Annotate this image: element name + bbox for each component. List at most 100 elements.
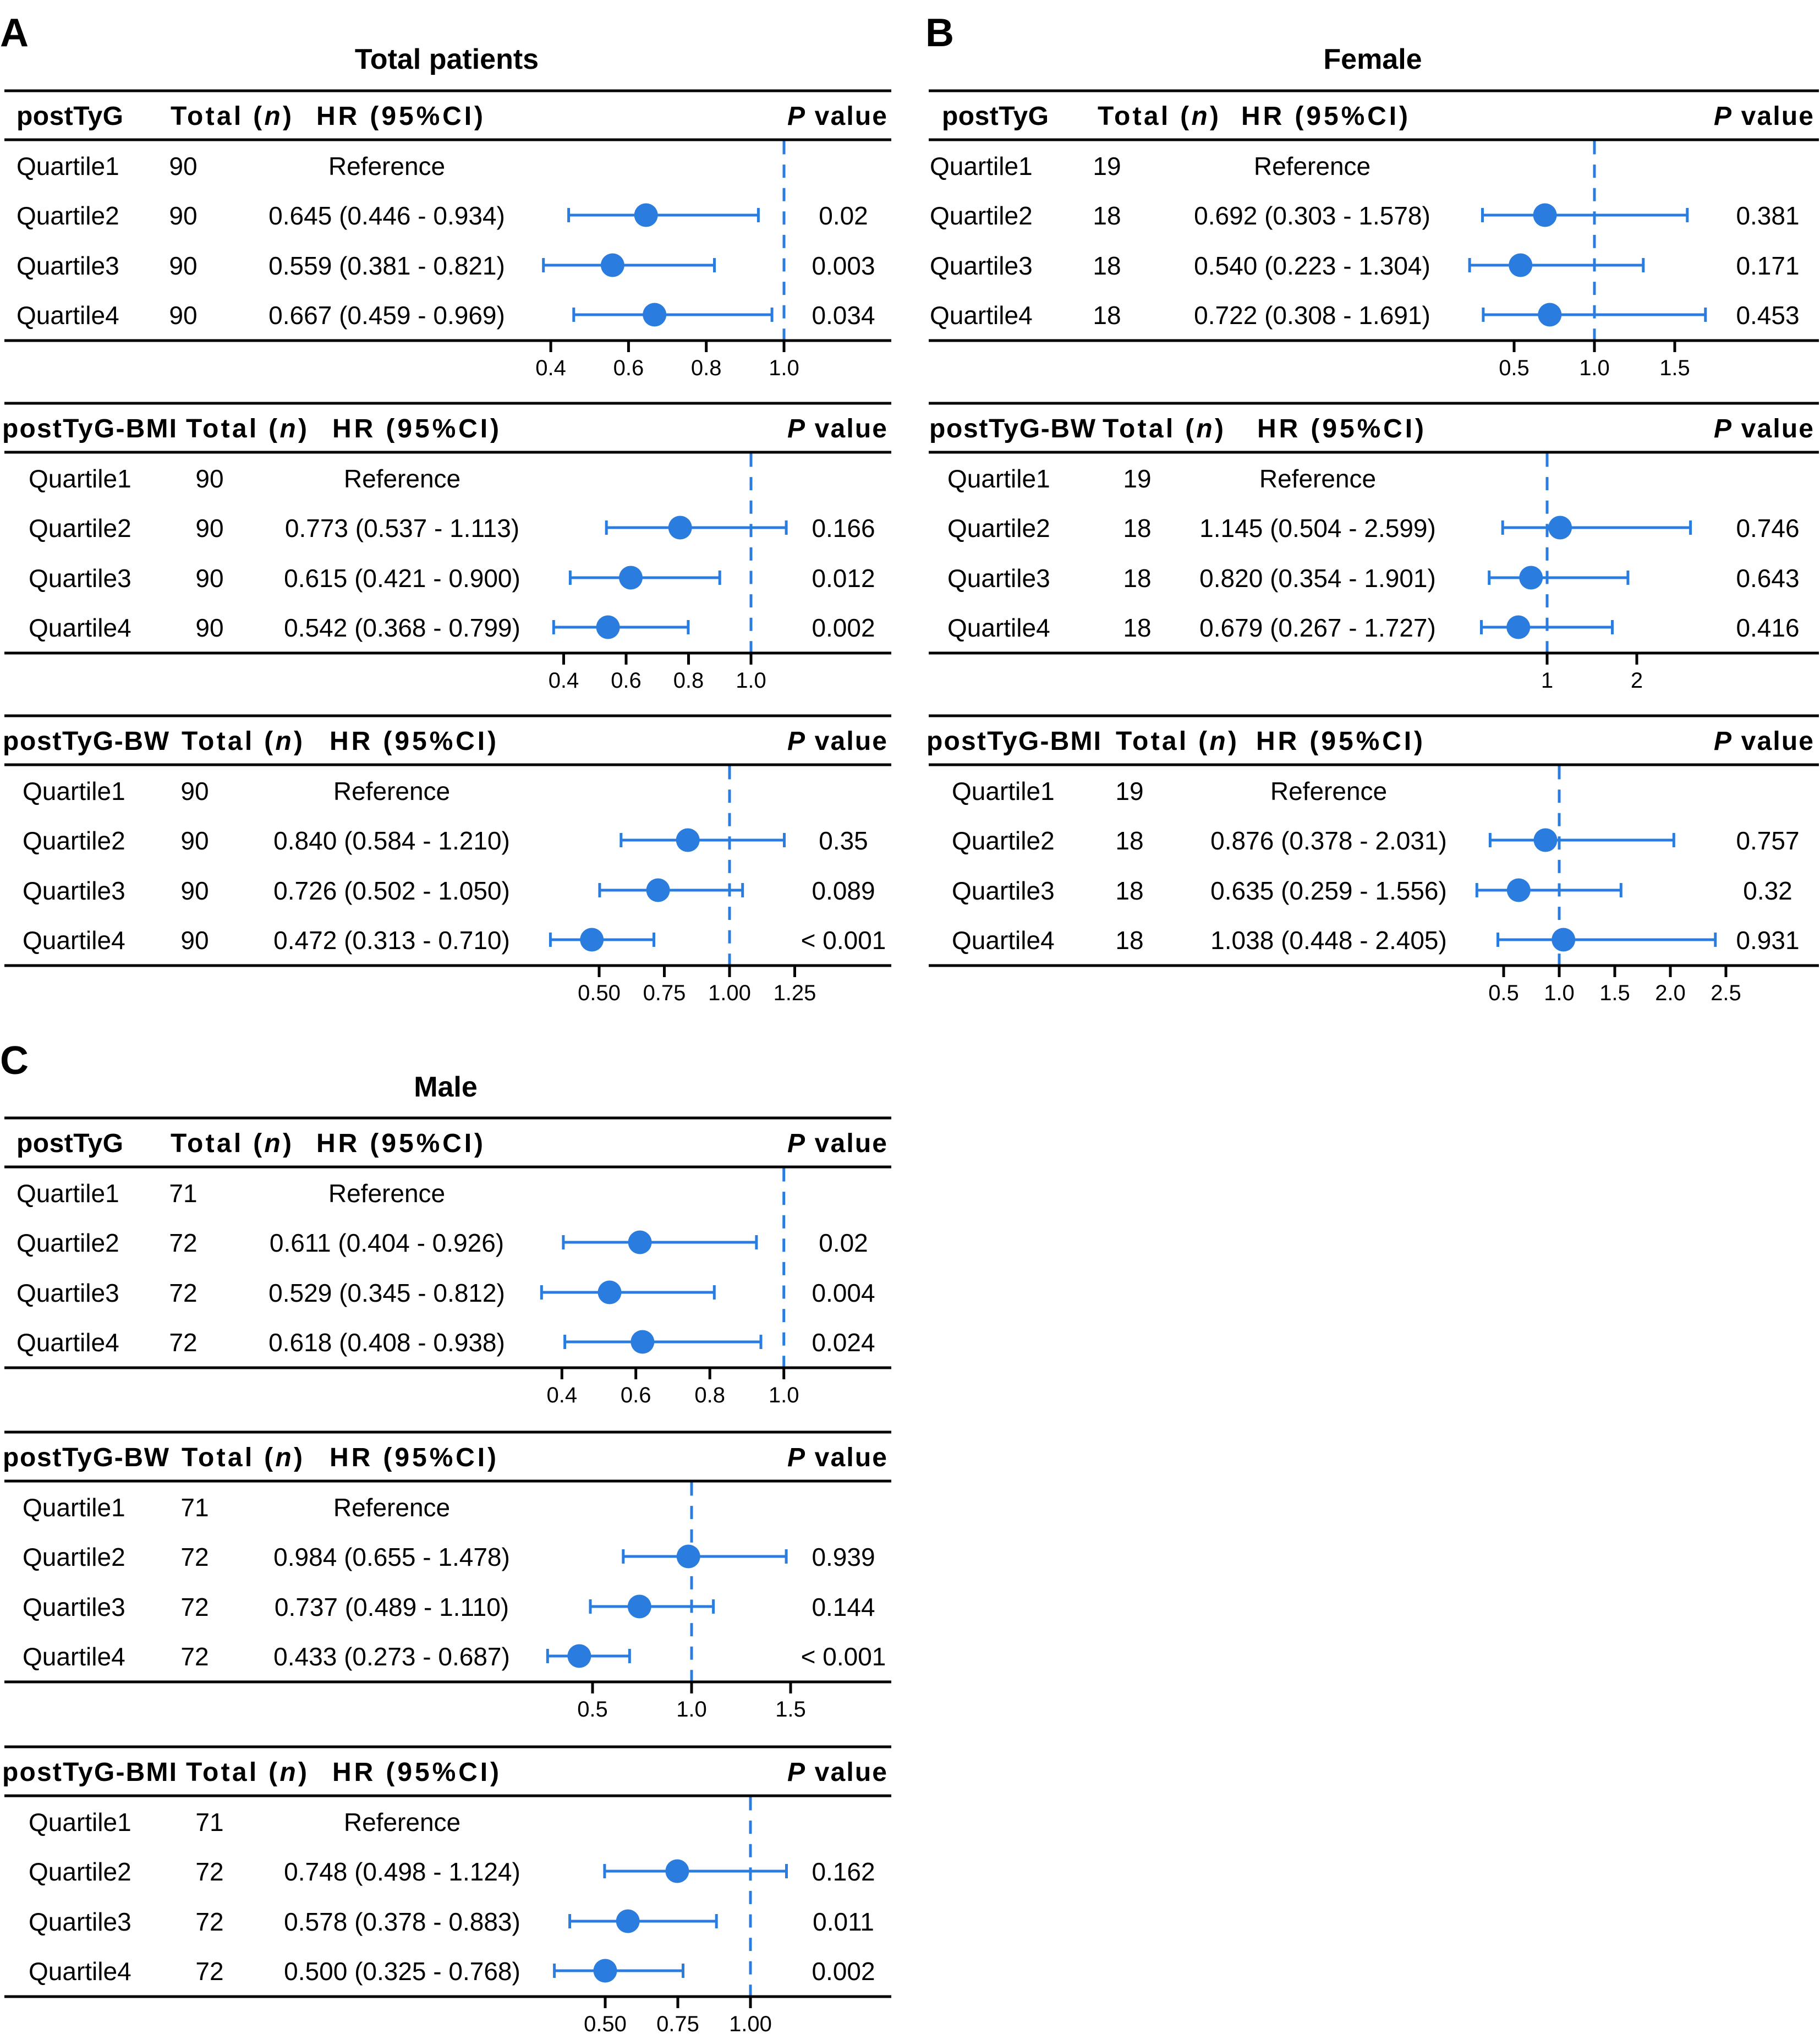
svg-text:72: 72 xyxy=(169,1328,197,1357)
svg-text:0.679 (0.267 - 1.727): 0.679 (0.267 - 1.727) xyxy=(1199,613,1436,642)
svg-text:0.034: 0.034 xyxy=(812,301,875,330)
svg-text:0.773 (0.537 - 1.113): 0.773 (0.537 - 1.113) xyxy=(285,514,519,542)
svg-text:0.559 (0.381 - 0.821): 0.559 (0.381 - 0.821) xyxy=(268,251,505,280)
svg-text:B: B xyxy=(925,11,954,55)
svg-text:Quartile2: Quartile2 xyxy=(17,201,119,230)
svg-text:Quartile3: Quartile3 xyxy=(23,876,125,905)
svg-text:90: 90 xyxy=(169,201,197,230)
svg-text:Quartile1: Quartile1 xyxy=(930,152,1033,180)
svg-text:90: 90 xyxy=(195,464,223,493)
svg-text:18: 18 xyxy=(1093,301,1121,330)
svg-text:0.002: 0.002 xyxy=(812,613,875,642)
svg-text:0.840 (0.584 - 1.210): 0.840 (0.584 - 1.210) xyxy=(273,826,510,855)
svg-text:90: 90 xyxy=(169,152,197,180)
svg-text:1.25: 1.25 xyxy=(774,981,816,1005)
svg-text:0.8: 0.8 xyxy=(691,356,722,380)
svg-text:0.611 (0.404 - 0.926): 0.611 (0.404 - 0.926) xyxy=(270,1229,504,1257)
svg-text:Quartile1: Quartile1 xyxy=(17,152,119,180)
svg-text:19: 19 xyxy=(1123,464,1151,493)
svg-text:0.500 (0.325 - 0.768): 0.500 (0.325 - 0.768) xyxy=(284,1957,520,1986)
svg-text:Total (n): Total (n) xyxy=(186,414,307,443)
svg-text:0.50: 0.50 xyxy=(578,981,621,1005)
svg-text:Total patients: Total patients xyxy=(355,43,539,75)
svg-text:1.0: 1.0 xyxy=(769,356,799,380)
svg-text:< 0.001: < 0.001 xyxy=(801,1642,886,1671)
svg-text:1.0: 1.0 xyxy=(769,1383,799,1407)
svg-text:Quartile3: Quartile3 xyxy=(29,564,131,593)
svg-text:72: 72 xyxy=(180,1593,209,1621)
svg-text:1.00: 1.00 xyxy=(729,2012,772,2034)
svg-text:1.00: 1.00 xyxy=(708,981,751,1005)
svg-text:0.737 (0.489 - 1.110): 0.737 (0.489 - 1.110) xyxy=(275,1593,509,1621)
svg-text:postTyG-BMI: postTyG-BMI xyxy=(2,414,177,443)
svg-text:18: 18 xyxy=(1093,251,1121,280)
svg-text:Reference: Reference xyxy=(344,1808,461,1836)
svg-text:HR (95%CI): HR (95%CI) xyxy=(1257,414,1424,443)
svg-text:0.4: 0.4 xyxy=(546,1383,577,1407)
svg-text:0.003: 0.003 xyxy=(812,251,875,280)
svg-text:0.4: 0.4 xyxy=(549,668,579,693)
svg-text:Quartile4: Quartile4 xyxy=(930,301,1033,330)
svg-text:postTyG-BMI: postTyG-BMI xyxy=(927,727,1101,756)
svg-text:0.726 (0.502 - 1.050): 0.726 (0.502 - 1.050) xyxy=(273,876,510,905)
svg-text:0.166: 0.166 xyxy=(812,514,875,542)
svg-text:1.038 (0.448 - 2.405): 1.038 (0.448 - 2.405) xyxy=(1210,926,1447,955)
svg-text:Quartile3: Quartile3 xyxy=(17,251,119,280)
svg-text:0.8: 0.8 xyxy=(694,1383,725,1407)
svg-text:18: 18 xyxy=(1115,876,1143,905)
svg-text:18: 18 xyxy=(1123,613,1151,642)
svg-text:Quartile4: Quartile4 xyxy=(23,926,125,955)
svg-text:P value: P value xyxy=(787,102,887,131)
svg-text:Reference: Reference xyxy=(1259,464,1376,493)
svg-text:Quartile2: Quartile2 xyxy=(947,514,1050,542)
svg-text:Total (n): Total (n) xyxy=(182,727,303,756)
svg-text:0.746: 0.746 xyxy=(1736,514,1799,542)
svg-text:0.002: 0.002 xyxy=(812,1957,875,1986)
svg-text:Reference: Reference xyxy=(328,1179,445,1208)
svg-text:Total (n): Total (n) xyxy=(1116,727,1237,756)
svg-text:Quartile1: Quartile1 xyxy=(947,464,1050,493)
svg-text:Quartile3: Quartile3 xyxy=(29,1907,131,1936)
svg-text:0.011: 0.011 xyxy=(813,1907,874,1936)
svg-text:Quartile1: Quartile1 xyxy=(23,1493,125,1522)
svg-text:P value: P value xyxy=(787,727,887,756)
svg-text:Total (n): Total (n) xyxy=(182,1443,303,1472)
svg-text:C: C xyxy=(0,1039,29,1083)
svg-text:1.0: 1.0 xyxy=(736,668,766,693)
svg-text:0.635 (0.259 - 1.556): 0.635 (0.259 - 1.556) xyxy=(1210,876,1447,905)
svg-text:18: 18 xyxy=(1123,564,1151,593)
svg-text:1.0: 1.0 xyxy=(676,1697,707,1722)
svg-text:90: 90 xyxy=(169,251,197,280)
svg-text:Quartile2: Quartile2 xyxy=(29,514,131,542)
svg-text:0.757: 0.757 xyxy=(1736,826,1799,855)
svg-text:Quartile3: Quartile3 xyxy=(23,1593,125,1621)
svg-text:0.529 (0.345 - 0.812): 0.529 (0.345 - 0.812) xyxy=(268,1279,505,1307)
svg-text:19: 19 xyxy=(1115,777,1143,805)
svg-text:0.171: 0.171 xyxy=(1736,251,1799,280)
svg-text:postTyG-BMI: postTyG-BMI xyxy=(2,1758,177,1787)
svg-text:Quartile1: Quartile1 xyxy=(17,1179,119,1208)
svg-text:Quartile1: Quartile1 xyxy=(23,777,125,805)
svg-text:Quartile1: Quartile1 xyxy=(29,1808,131,1836)
svg-text:72: 72 xyxy=(195,1957,223,1986)
svg-text:18: 18 xyxy=(1123,514,1151,542)
svg-text:0.939: 0.939 xyxy=(812,1543,875,1571)
svg-text:postTyG-BW: postTyG-BW xyxy=(929,414,1096,443)
svg-text:< 0.001: < 0.001 xyxy=(801,926,886,955)
svg-text:Quartile2: Quartile2 xyxy=(17,1229,119,1257)
svg-text:0.32: 0.32 xyxy=(1743,876,1792,905)
svg-text:Quartile2: Quartile2 xyxy=(23,1543,125,1571)
svg-text:0.35: 0.35 xyxy=(819,826,868,855)
svg-text:1.145 (0.504 - 2.599): 1.145 (0.504 - 2.599) xyxy=(1199,514,1436,542)
svg-text:Quartile4: Quartile4 xyxy=(17,301,119,330)
svg-text:0.472 (0.313 - 0.710): 0.472 (0.313 - 0.710) xyxy=(273,926,510,955)
svg-text:0.820 (0.354 - 1.901): 0.820 (0.354 - 1.901) xyxy=(1199,564,1436,593)
svg-text:Quartile2: Quartile2 xyxy=(952,826,1055,855)
svg-text:Quartile2: Quartile2 xyxy=(23,826,125,855)
svg-text:0.453: 0.453 xyxy=(1736,301,1799,330)
svg-text:2.5: 2.5 xyxy=(1711,981,1741,1005)
svg-text:Quartile4: Quartile4 xyxy=(17,1328,119,1357)
svg-text:0.75: 0.75 xyxy=(643,981,686,1005)
svg-text:72: 72 xyxy=(195,1857,223,1886)
svg-text:0.6: 0.6 xyxy=(621,1383,651,1407)
